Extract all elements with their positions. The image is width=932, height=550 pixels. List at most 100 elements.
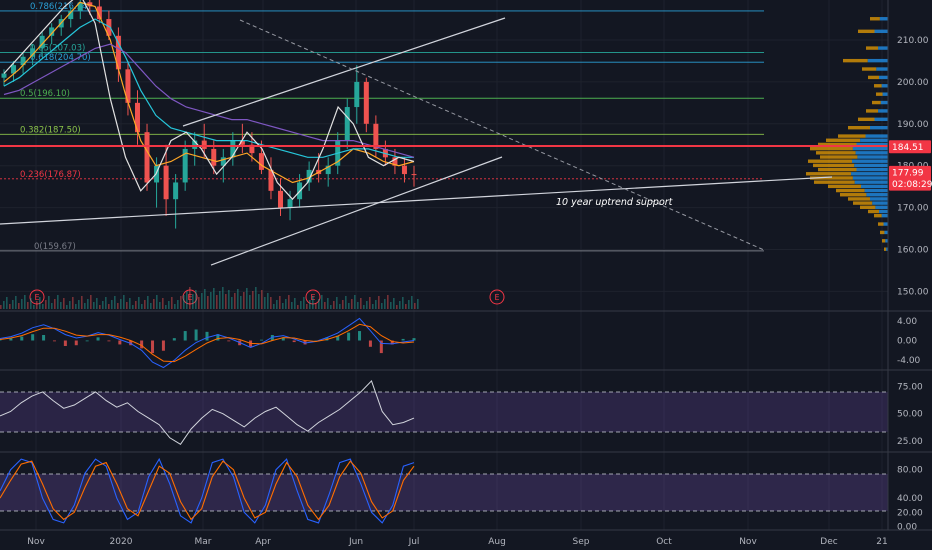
- volume-profile-bar: [838, 134, 866, 138]
- volume-bar: [285, 299, 287, 309]
- candle-body: [192, 140, 198, 149]
- volume-bar: [105, 297, 107, 309]
- price-panel[interactable]: 0.786(216.94) 0.65(207.03)0.618(204.70) 0.…: [0, 0, 888, 309]
- uptrend-support-line[interactable]: [0, 176, 833, 225]
- volume-profile-bar: [836, 188, 865, 193]
- candlestick-series: [1, 0, 417, 229]
- volume-profile-bar: [858, 29, 875, 34]
- volume-profile-bar: [886, 247, 888, 251]
- volume-profile-bar: [876, 92, 883, 96]
- volume-bar: [129, 298, 131, 309]
- volume-profile-bar: [861, 184, 888, 189]
- macd-histogram-bar: [151, 340, 155, 354]
- volume-profile-bar: [860, 205, 876, 209]
- macd-histogram-bar: [161, 340, 165, 351]
- volume-profile-bar: [874, 84, 882, 88]
- candle-body: [306, 169, 312, 183]
- earnings-marker[interactable]: E: [182, 289, 198, 305]
- indicator-tick-label: 25.00: [897, 437, 923, 447]
- macd-histogram-bar: [270, 334, 274, 341]
- price-tick-label: 190.00: [897, 120, 929, 130]
- stochastic-rsi-panel[interactable]: [0, 457, 888, 524]
- volume-bars: [0, 287, 419, 309]
- volume-bar: [291, 302, 293, 309]
- price-tick-label: 200.00: [897, 78, 929, 88]
- volume-bar: [360, 298, 362, 309]
- volume-profile-bar: [870, 125, 888, 130]
- volume-bar: [324, 302, 326, 309]
- candle-body: [20, 56, 26, 66]
- candle-body: [220, 157, 226, 166]
- volume-profile-bar: [856, 142, 888, 147]
- volume-bar: [126, 302, 128, 309]
- time-tick-label: 2020: [110, 537, 133, 547]
- candle-body: [49, 27, 55, 36]
- macd-histogram-bar: [205, 331, 209, 341]
- macd-histogram-bar: [129, 340, 133, 346]
- volume-bar: [114, 296, 116, 309]
- macd-histogram-bar: [52, 340, 56, 342]
- grid-lines: [0, 0, 888, 530]
- time-tick-label: Nov: [739, 537, 757, 547]
- volume-bar: [48, 296, 50, 309]
- volume-bar: [309, 300, 311, 309]
- volume-profile-bar: [882, 239, 886, 243]
- time-tick-label: Apr: [255, 537, 271, 547]
- volume-bar: [6, 297, 8, 309]
- indicator-tick-label: -4.00: [897, 356, 921, 366]
- price-tags: 184.51 177.99 02:08:29: [889, 140, 932, 191]
- fib-level-label: 0.382(187.50): [20, 125, 81, 135]
- channel-lower-line[interactable]: [210, 156, 503, 266]
- candle-body: [392, 157, 398, 166]
- volume-bar: [18, 303, 20, 309]
- volume-bar: [411, 296, 413, 309]
- volume-profile-bar: [866, 109, 879, 113]
- volume-bar: [123, 295, 125, 309]
- candle-body: [363, 81, 369, 124]
- time-axis[interactable]: Nov 2020 Mar Apr Jun Jul Aug Sep Oct Nov Dec 21: [27, 537, 888, 547]
- stoch-band: [0, 474, 888, 511]
- earnings-marker[interactable]: E: [305, 289, 321, 305]
- volume-bar: [381, 303, 383, 309]
- macd-histogram-bar: [42, 334, 46, 341]
- indicator-tick-label: 20.00: [897, 508, 923, 518]
- macd-histogram-bar: [401, 338, 405, 341]
- downtrend-dashed-line[interactable]: [239, 19, 765, 251]
- macd-histogram-bar: [74, 340, 78, 346]
- price-tag-box: [889, 140, 931, 154]
- candle-body: [268, 169, 274, 191]
- volume-bar: [117, 303, 119, 309]
- time-tick-label: Aug: [488, 537, 506, 547]
- volume-bar: [303, 297, 305, 309]
- earnings-marker[interactable]: E: [29, 289, 45, 305]
- macd-histogram-bar: [118, 340, 122, 345]
- volume-profile-bar: [875, 205, 888, 209]
- rsi-panel[interactable]: [0, 379, 888, 445]
- volume-bar: [312, 296, 314, 309]
- volume-bar: [327, 298, 329, 309]
- volume-bar: [234, 293, 236, 309]
- moving-average-line: [3, 18, 414, 158]
- volume-bar: [84, 303, 86, 309]
- macd-panel[interactable]: [0, 317, 416, 369]
- volume-bar: [60, 302, 62, 309]
- indicator-line: [0, 460, 415, 521]
- volume-profile-bar: [866, 193, 888, 197]
- price-tag-label: 177.99: [892, 168, 924, 178]
- candle-body: [354, 81, 360, 108]
- svg-text:E: E: [310, 293, 315, 302]
- volume-profile-bar: [878, 46, 888, 50]
- volume-profile-bar: [879, 17, 888, 21]
- candle-body: [373, 123, 379, 149]
- earnings-marker[interactable]: E: [489, 289, 505, 305]
- volume-bar: [174, 304, 176, 309]
- time-tick-label: Mar: [195, 537, 212, 547]
- volume-bar: [261, 290, 263, 309]
- svg-text:E: E: [494, 293, 499, 302]
- volume-bar: [24, 295, 26, 309]
- macd-histogram-bar: [390, 340, 394, 345]
- channel-upper-line[interactable]: [182, 17, 506, 127]
- macd-histogram-bar: [20, 336, 24, 341]
- volume-profile-bar: [878, 222, 884, 226]
